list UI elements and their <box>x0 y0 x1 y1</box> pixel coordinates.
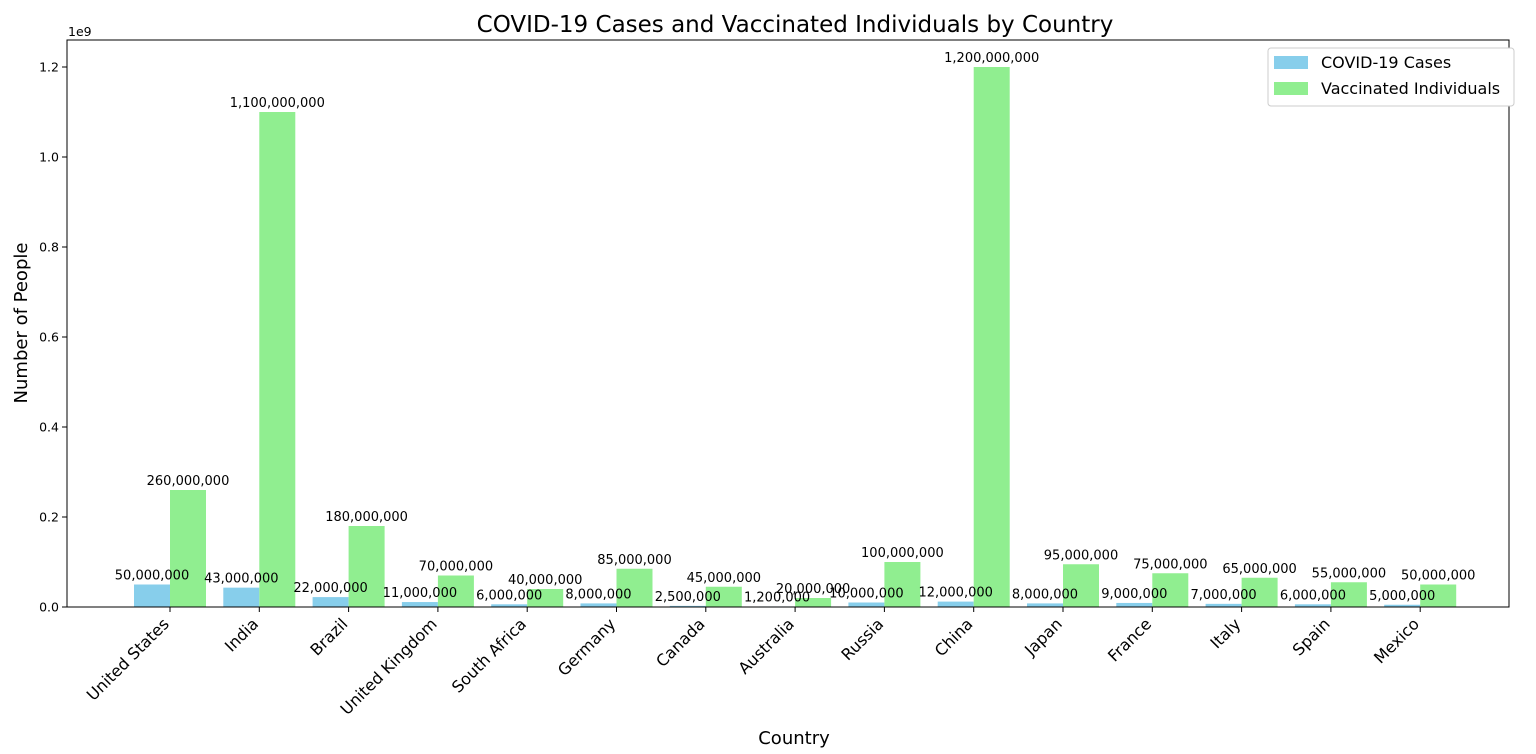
y-tick-label-6: 1.2 <box>39 60 59 75</box>
data-label-cases-2: 22,000,000 <box>293 581 367 596</box>
data-label-vaccinated-9: 1,200,000,000 <box>944 51 1039 66</box>
x-tick-label-11: France <box>1104 614 1155 665</box>
data-label-cases-0: 50,000,000 <box>115 569 189 584</box>
data-label-cases-6: 2,500,000 <box>655 590 721 605</box>
legend-swatch-1 <box>1274 82 1308 95</box>
bar-vaccinated-4 <box>527 589 564 607</box>
bar-vaccinated-2 <box>348 526 385 607</box>
x-tick-label-4: South Africa <box>448 614 530 696</box>
bar-cases-9 <box>937 601 974 607</box>
bar-vaccinated-6 <box>705 586 742 607</box>
data-label-cases-14: 5,000,000 <box>1369 589 1435 604</box>
data-label-vaccinated-0: 260,000,000 <box>147 474 230 489</box>
bar-vaccinated-3 <box>437 575 474 607</box>
y-tick-label-3: 0.6 <box>39 330 59 345</box>
data-label-vaccinated-11: 75,000,000 <box>1133 557 1207 572</box>
bar-vaccinated-9 <box>973 67 1010 607</box>
chart-title: COVID-19 Cases and Vaccinated Individual… <box>477 12 1114 38</box>
y-tick-label-2: 0.4 <box>39 420 59 435</box>
x-tick-label-13: Spain <box>1289 614 1334 659</box>
data-label-vaccinated-4: 40,000,000 <box>508 573 582 588</box>
data-label-vaccinated-14: 50,000,000 <box>1401 569 1475 584</box>
bar-vaccinated-5 <box>616 568 653 607</box>
bar-cases-1 <box>223 587 260 607</box>
data-label-cases-5: 8,000,000 <box>565 587 631 602</box>
legend-label-1: Vaccinated Individuals <box>1321 79 1500 98</box>
data-label-vaccinated-6: 45,000,000 <box>687 571 761 586</box>
data-label-cases-9: 12,000,000 <box>918 586 992 601</box>
legend: COVID-19 Cases Vaccinated Individuals <box>1267 47 1515 107</box>
data-label-cases-8: 10,000,000 <box>829 587 903 602</box>
bar-cases-8 <box>848 602 885 607</box>
bar-cases-6 <box>669 605 706 607</box>
data-label-cases-7: 1,200,000 <box>744 590 810 605</box>
x-tick-label-6: Canada <box>652 614 708 670</box>
data-label-vaccinated-12: 65,000,000 <box>1222 562 1296 577</box>
data-label-vaccinated-10: 95,000,000 <box>1044 548 1118 563</box>
data-label-vaccinated-3: 70,000,000 <box>419 560 493 575</box>
bar-vaccinated-10 <box>1063 564 1099 607</box>
bar-cases-14 <box>1384 604 1421 607</box>
bar-vaccinated-13 <box>1330 582 1367 607</box>
data-label-cases-4: 6,000,000 <box>476 588 542 603</box>
bar-cases-2 <box>312 597 349 607</box>
y-tick-label-1: 0.2 <box>39 510 59 525</box>
data-label-cases-12: 7,000,000 <box>1191 588 1257 603</box>
bar-vaccinated-1 <box>259 112 296 607</box>
x-tick-label-5: Germany <box>554 614 619 679</box>
x-tick-label-1: India <box>221 614 262 655</box>
data-label-cases-13: 6,000,000 <box>1280 588 1346 603</box>
data-labels-layer: 50,000,000 43,000,000 22,000,000 11,000,000… <box>115 51 1476 605</box>
data-label-vaccinated-2: 180,000,000 <box>325 510 408 525</box>
x-axis-title: Country <box>758 728 830 749</box>
y-tick-label-4: 0.8 <box>39 240 59 255</box>
bars-layer <box>134 67 1457 607</box>
data-label-vaccinated-8: 100,000,000 <box>861 546 944 561</box>
data-label-cases-11: 9,000,000 <box>1101 587 1167 602</box>
legend-label-0: COVID-19 Cases <box>1321 53 1451 72</box>
bar-vaccinated-7 <box>795 598 832 607</box>
legend-swatch-0 <box>1274 56 1308 69</box>
bar-vaccinated-8 <box>884 562 921 607</box>
bar-cases-4 <box>491 604 528 607</box>
data-label-vaccinated-5: 85,000,000 <box>597 553 671 568</box>
bar-cases-13 <box>1294 604 1331 607</box>
bar-cases-0 <box>134 584 170 607</box>
x-tick-label-7: Australia <box>734 614 797 677</box>
bar-vaccinated-14 <box>1420 584 1457 607</box>
bar-cases-10 <box>1027 603 1063 607</box>
x-tick-label-9: China <box>931 614 977 660</box>
x-tick-label-10: Japan <box>1020 614 1066 660</box>
x-tick-label-8: Russia <box>837 614 887 664</box>
data-label-cases-1: 43,000,000 <box>204 572 278 587</box>
plot-frame <box>66 39 1510 608</box>
bar-vaccinated-0 <box>170 490 206 607</box>
bar-vaccinated-11 <box>1152 573 1189 607</box>
y-tick-label-5: 1.0 <box>39 150 59 165</box>
bar-cases-12 <box>1205 603 1242 607</box>
data-label-vaccinated-7: 20,000,000 <box>776 582 850 597</box>
y-axis: 0.0 0.2 0.4 0.6 0.8 1.0 1.2 <box>39 60 67 615</box>
y-axis-title: Number of People <box>11 243 32 404</box>
data-label-vaccinated-1: 1,100,000,000 <box>230 96 325 111</box>
bar-cases-11 <box>1116 602 1153 607</box>
x-tick-label-12: Italy <box>1206 614 1244 652</box>
x-tick-label-0: United States <box>83 614 173 704</box>
data-label-cases-3: 11,000,000 <box>383 586 457 601</box>
y-axis-offset-label: 1e9 <box>68 24 92 39</box>
legend-frame <box>1267 47 1515 107</box>
data-label-vaccinated-13: 55,000,000 <box>1312 566 1386 581</box>
bar-vaccinated-12 <box>1241 577 1278 607</box>
bar-cases-3 <box>401 602 438 607</box>
x-tick-label-14: Mexico <box>1370 614 1423 667</box>
y-tick-label-0: 0.0 <box>39 600 59 615</box>
bar-cases-5 <box>580 603 617 607</box>
x-tick-label-2: Brazil <box>306 614 351 659</box>
x-tick-label-3: United Kingdom <box>336 614 440 718</box>
data-label-cases-10: 8,000,000 <box>1012 587 1078 602</box>
